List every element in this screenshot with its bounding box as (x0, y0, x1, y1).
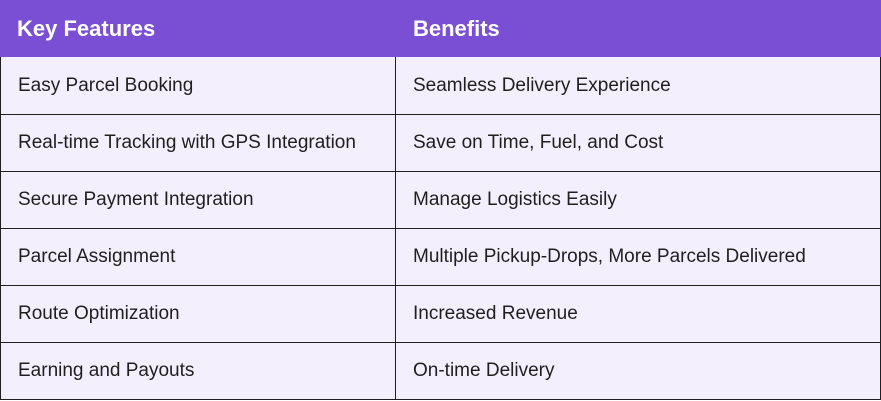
table-row: Real-time Tracking with GPS Integration … (1, 114, 880, 171)
benefit-cell: Save on Time, Fuel, and Cost (413, 132, 664, 153)
feature-cell: Parcel Assignment (1, 229, 396, 285)
header-benefits: Benefits (413, 15, 500, 41)
table-header: Key Features Benefits (0, 0, 881, 57)
feature-cell: Earning and Payouts (1, 343, 396, 399)
benefit-cell: Seamless Delivery Experience (413, 74, 671, 96)
benefit-cell: Manage Logistics Easily (413, 189, 617, 210)
table-row: Parcel Assignment Multiple Pickup-Drops,… (1, 228, 880, 285)
benefit-cell: Multiple Pickup-Drops, More Parcels Deli… (413, 246, 806, 267)
table-row: Earning and Payouts On-time Delivery (1, 342, 880, 399)
table-body: Easy Parcel Booking Seamless Delivery Ex… (0, 57, 881, 400)
table-row: Easy Parcel Booking Seamless Delivery Ex… (1, 57, 880, 114)
header-key-features: Key Features (17, 15, 156, 41)
feature-cell: Easy Parcel Booking (1, 57, 396, 114)
feature-cell: Route Optimization (1, 286, 396, 342)
benefit-cell: Increased Revenue (413, 303, 578, 324)
benefit-cell: On-time Delivery (413, 360, 555, 381)
feature-cell: Real-time Tracking with GPS Integration (1, 115, 396, 171)
table-row: Secure Payment Integration Manage Logist… (1, 171, 880, 228)
feature-cell: Secure Payment Integration (1, 172, 396, 228)
table-row: Route Optimization Increased Revenue (1, 285, 880, 342)
